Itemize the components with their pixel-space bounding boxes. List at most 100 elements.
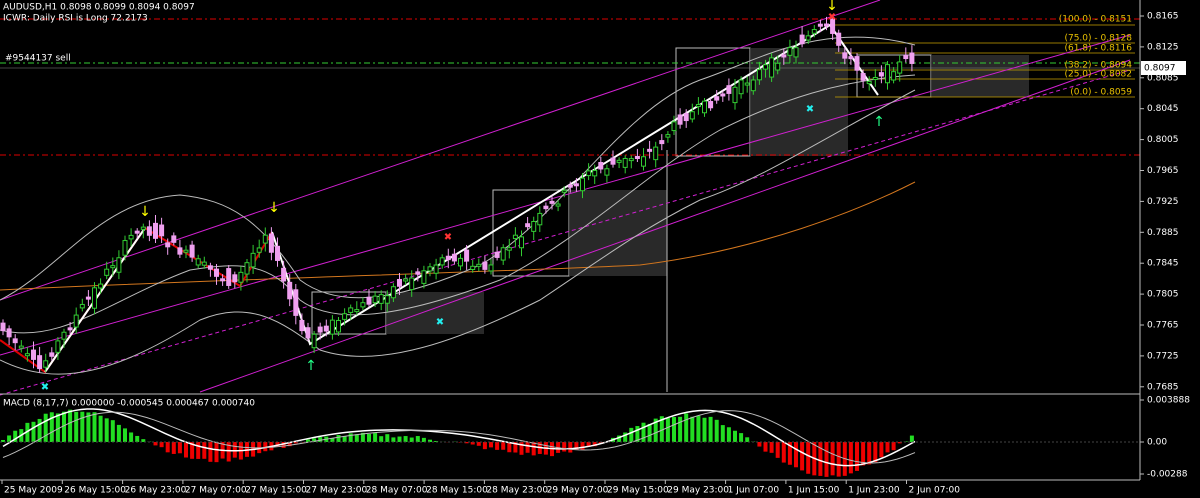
macd-bar [531, 442, 536, 456]
candle-body [610, 157, 616, 165]
macd-bar [665, 417, 670, 442]
candle-body [586, 170, 592, 177]
macd-bar [49, 412, 54, 442]
candle-body [85, 296, 91, 300]
macd-bar [177, 442, 182, 454]
candle-body [659, 140, 665, 145]
fib-label: (25.0) - 0.8082 [1064, 70, 1132, 80]
macd-bar [342, 436, 347, 442]
candle-body [37, 355, 43, 370]
candle-body [793, 47, 799, 58]
candle-body [567, 184, 573, 188]
macd-bar [159, 442, 164, 448]
time-label: 2 Jun 07:00 [909, 486, 961, 496]
bollinger-lower [0, 89, 916, 375]
candle-body [433, 264, 439, 274]
macd-bar [80, 411, 85, 442]
macd-bar [470, 442, 475, 445]
macd-bar [891, 442, 896, 451]
candle-body [854, 56, 860, 71]
macd-bar [708, 416, 713, 442]
candle-body [482, 261, 488, 270]
candle-body [183, 249, 189, 253]
fib-label: (75.0) - 0.8128 [1064, 34, 1132, 44]
macd-bar [68, 409, 73, 442]
candle-body [525, 223, 531, 228]
candle-body [98, 283, 104, 289]
candle-body [488, 264, 494, 272]
macd-bar [184, 442, 188, 458]
macd-bar [476, 442, 481, 446]
price-tick-label: 0.8085 [1147, 73, 1179, 83]
candle-body [397, 278, 402, 287]
candle-body [781, 54, 787, 58]
candle-body [299, 319, 305, 332]
candles [0, 15, 915, 373]
candle-body [647, 148, 653, 152]
candle-body [177, 247, 183, 255]
macd-bar [141, 439, 146, 442]
price-tick-label: 0.7845 [1147, 259, 1179, 269]
candle-body [55, 340, 61, 353]
candle-body [830, 18, 836, 34]
candle-body [67, 327, 73, 331]
candle-body [573, 183, 579, 187]
macd-bar [787, 442, 792, 465]
candle-body [43, 360, 49, 368]
time-label: 1 Jun 15:00 [788, 486, 840, 496]
candle-body [354, 309, 360, 313]
candle-body [220, 278, 226, 282]
candle-body [897, 61, 903, 74]
macd-bar [818, 442, 823, 476]
macd-bar [336, 435, 341, 442]
candle-body [31, 349, 36, 360]
time-label: 27 May 23:00 [306, 486, 368, 496]
price-tick-label: 0.7965 [1147, 166, 1179, 176]
candle-body [671, 121, 677, 132]
candle-body [580, 177, 585, 192]
candle-body [811, 29, 817, 34]
candle-body [275, 245, 280, 261]
macd-bar [165, 442, 170, 453]
macd-bar [25, 422, 30, 442]
candle-body [128, 234, 134, 240]
time-label: 29 May 15:00 [607, 486, 669, 496]
macd-bar [43, 413, 48, 442]
candle-body [561, 189, 567, 193]
candle-body [512, 234, 518, 240]
price-tick-label: 0.7725 [1147, 351, 1179, 361]
candle-body [171, 235, 177, 243]
macd-bar [763, 442, 768, 452]
candle-body [494, 251, 500, 258]
time-label: 26 May 15:00 [64, 486, 126, 496]
time-label: 1 Jun 23:00 [848, 486, 900, 496]
price-tick-label: 0.7805 [1147, 290, 1179, 300]
candle-body [836, 32, 842, 46]
candle-body [323, 325, 329, 332]
macd-bar [519, 442, 524, 455]
candle-body [110, 265, 116, 269]
price-tick-label: 0.7685 [1147, 382, 1179, 392]
candle-body [189, 244, 195, 258]
macd-bar [330, 438, 335, 442]
candle-body [872, 76, 878, 80]
channel [0, 0, 1131, 396]
macd-bar [360, 432, 365, 442]
macd-bar [74, 411, 79, 442]
candle-body [360, 302, 366, 308]
macd-bar [501, 442, 506, 450]
candle-body [665, 134, 671, 138]
candle-body [348, 307, 354, 313]
candle-body [390, 286, 396, 299]
candle-body [195, 258, 201, 266]
candle-body [6, 328, 12, 338]
candle-body [732, 86, 738, 104]
svg-text:↓: ↓ [826, 0, 838, 14]
macd-bar [379, 436, 384, 442]
candle-body [421, 270, 427, 284]
candle-body [122, 240, 128, 256]
candle-body [903, 54, 909, 60]
candle-body [677, 114, 683, 125]
macd-bar [830, 442, 835, 476]
candle-body [720, 93, 726, 97]
